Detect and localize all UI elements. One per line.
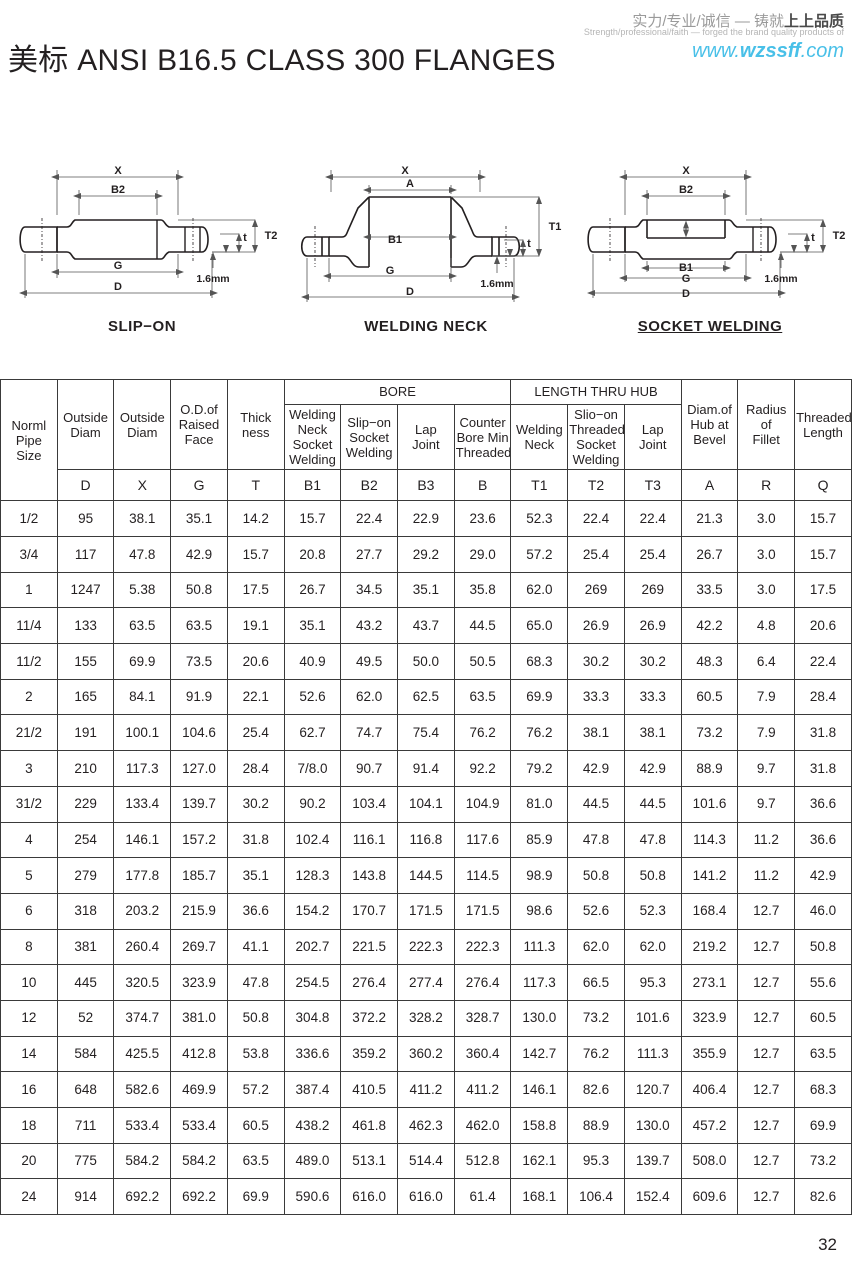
svg-text:T2: T2	[265, 230, 278, 242]
svg-text:A: A	[406, 178, 414, 190]
svg-text:D: D	[682, 288, 690, 300]
svg-text:t: t	[243, 232, 247, 244]
svg-text:X: X	[114, 165, 122, 177]
svg-text:T1: T1	[549, 221, 562, 233]
svg-text:B1: B1	[388, 234, 402, 246]
svg-text:B2: B2	[679, 184, 693, 196]
svg-text:G: G	[386, 265, 395, 277]
svg-text:D: D	[114, 281, 122, 293]
svg-text:t: t	[811, 232, 815, 244]
svg-text:T2: T2	[833, 230, 846, 242]
svg-text:1.6mm: 1.6mm	[764, 273, 797, 285]
svg-text:G: G	[114, 260, 123, 272]
svg-text:t: t	[527, 238, 531, 250]
svg-text:X: X	[401, 165, 409, 177]
svg-text:D: D	[406, 286, 414, 298]
svg-text:1.6mm: 1.6mm	[480, 278, 513, 290]
svg-text:G: G	[682, 273, 691, 285]
svg-text:1.6mm: 1.6mm	[196, 273, 229, 285]
svg-text:B2: B2	[111, 184, 125, 196]
svg-text:X: X	[682, 165, 690, 177]
svg-text:B1: B1	[679, 262, 693, 274]
